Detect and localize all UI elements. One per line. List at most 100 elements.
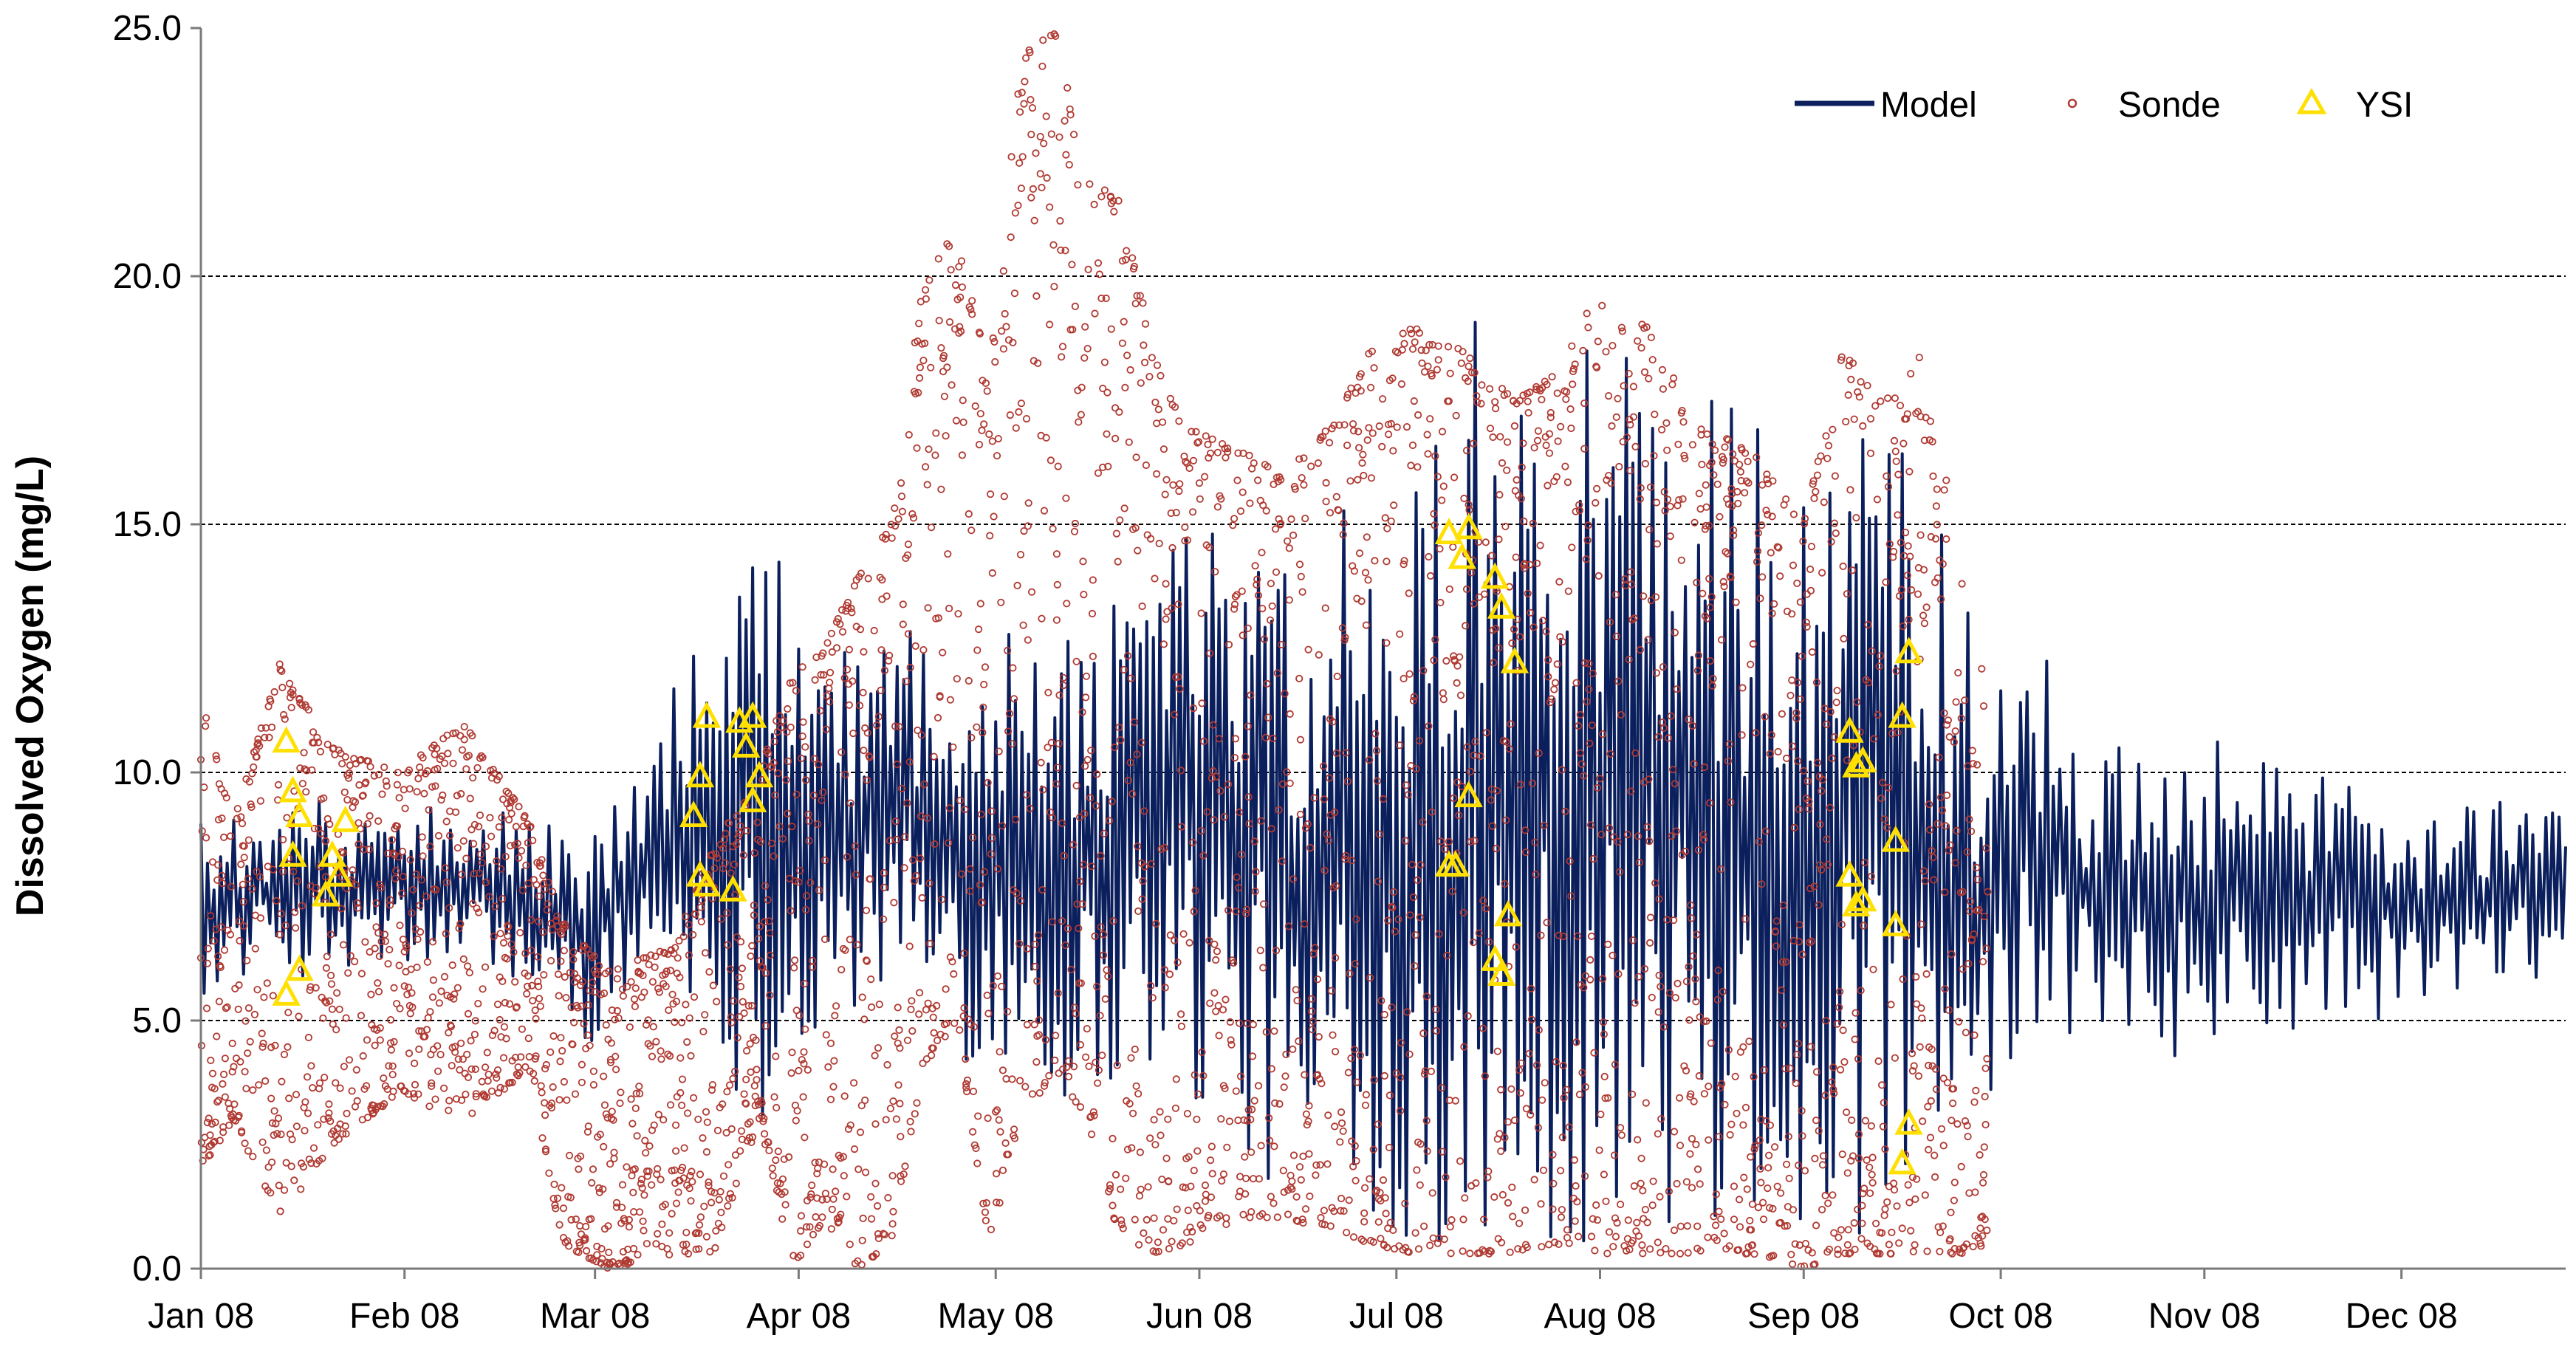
sonde-point [1100,829,1109,837]
sonde-point [1480,1215,1488,1224]
sonde-point [1445,585,1453,594]
sonde-point [267,1158,276,1167]
sonde-point [1145,372,1154,381]
sonde-point [1776,572,1784,580]
sonde-point [1237,851,1246,859]
sonde-point [1696,1180,1704,1188]
sonde-point [1664,495,1672,504]
sonde-point [1374,1120,1383,1128]
sonde-point [521,950,530,958]
sonde-point [1580,445,1589,453]
sonde-point [1708,682,1716,690]
sonde-point [1629,413,1637,421]
sonde-point [488,1031,497,1040]
sonde-point [1512,553,1520,561]
sonde-point [1159,1226,1168,1234]
sonde-point [730,1067,739,1076]
sonde-point [835,1218,843,1226]
sonde-point [898,507,907,515]
sonde-point [993,1198,1001,1207]
sonde-point [1173,1205,1181,1213]
sonde-point [417,876,426,884]
sonde-point [1247,1148,1256,1156]
sonde-point [1100,930,1108,939]
sonde-point [234,1005,242,1013]
sonde-point [1692,998,1700,1006]
sonde-point [880,1230,889,1238]
sonde-point [897,1133,905,1141]
sonde-point [945,318,954,326]
sonde-point [695,1221,704,1229]
sonde-point [831,1012,839,1020]
sonde-point [730,860,739,868]
sonde-point [1697,425,1705,433]
sonde-point [1659,1023,1668,1031]
sonde-point [948,958,956,966]
sonde-point [1248,1052,1257,1060]
sonde-point [235,981,243,990]
sonde-point [1363,533,1371,541]
sonde-point [1320,795,1329,803]
sonde-point [1060,851,1068,860]
sonde-point [1381,1194,1389,1202]
sonde-point [1231,592,1240,601]
sonde-point [392,866,400,875]
sonde-point [608,1108,616,1116]
sonde-point [1492,845,1501,853]
sonde-point [644,1040,652,1048]
sonde-point [213,755,221,764]
sonde-point [950,970,958,978]
sonde-point [1769,1204,1777,1213]
sonde-point [969,1128,977,1136]
sonde-point [1342,851,1350,860]
sonde-point [254,735,262,744]
sonde-point [1217,495,1225,503]
sonde-point [500,1085,509,1093]
sonde-point [1463,743,1471,751]
sonde-point [1147,535,1155,543]
sonde-point [1384,916,1392,925]
sonde-point [247,800,255,809]
sonde-point [925,879,934,888]
sonde-point [875,1001,883,1009]
sonde-point [819,788,827,797]
sonde-point [1517,495,1525,503]
sonde-point [1456,691,1465,699]
sonde-point [960,1004,968,1012]
sonde-point [1414,1245,1423,1253]
sonde-point [1799,537,1807,546]
sonde-point [445,1029,453,1037]
sonde-point [1224,447,1232,456]
sonde-point [1580,399,1589,408]
sonde-point [1188,1227,1196,1236]
sonde-point [1144,1183,1152,1191]
sonde-point [1645,775,1653,783]
sonde-point [1300,454,1308,462]
sonde-point [496,1083,504,1092]
sonde-point [1654,1130,1662,1138]
sonde-point [578,1078,586,1086]
y-tick-label: 10.0 [113,753,182,792]
sonde-point [710,864,719,872]
sonde-point [1755,1136,1764,1145]
sonde-point [774,769,782,778]
sonde-point [448,1062,456,1070]
sonde-point [867,1193,875,1201]
sonde-point [1470,837,1479,845]
sonde-point [1594,572,1603,580]
sonde-point [1715,1207,1723,1215]
sonde-point [827,629,836,637]
sonde-point [276,665,284,674]
sonde-point [502,1035,510,1043]
sonde-point [1448,1215,1456,1224]
sonde-point [967,305,975,314]
sonde-point [792,687,800,695]
sonde-point [1278,857,1287,865]
sonde-point [1189,508,1197,516]
sonde-point [440,759,449,767]
sonde-point [1030,216,1038,224]
sonde-point [428,993,437,1001]
sonde-point [377,937,386,946]
sonde-point [675,936,683,945]
sonde-point [983,387,991,395]
